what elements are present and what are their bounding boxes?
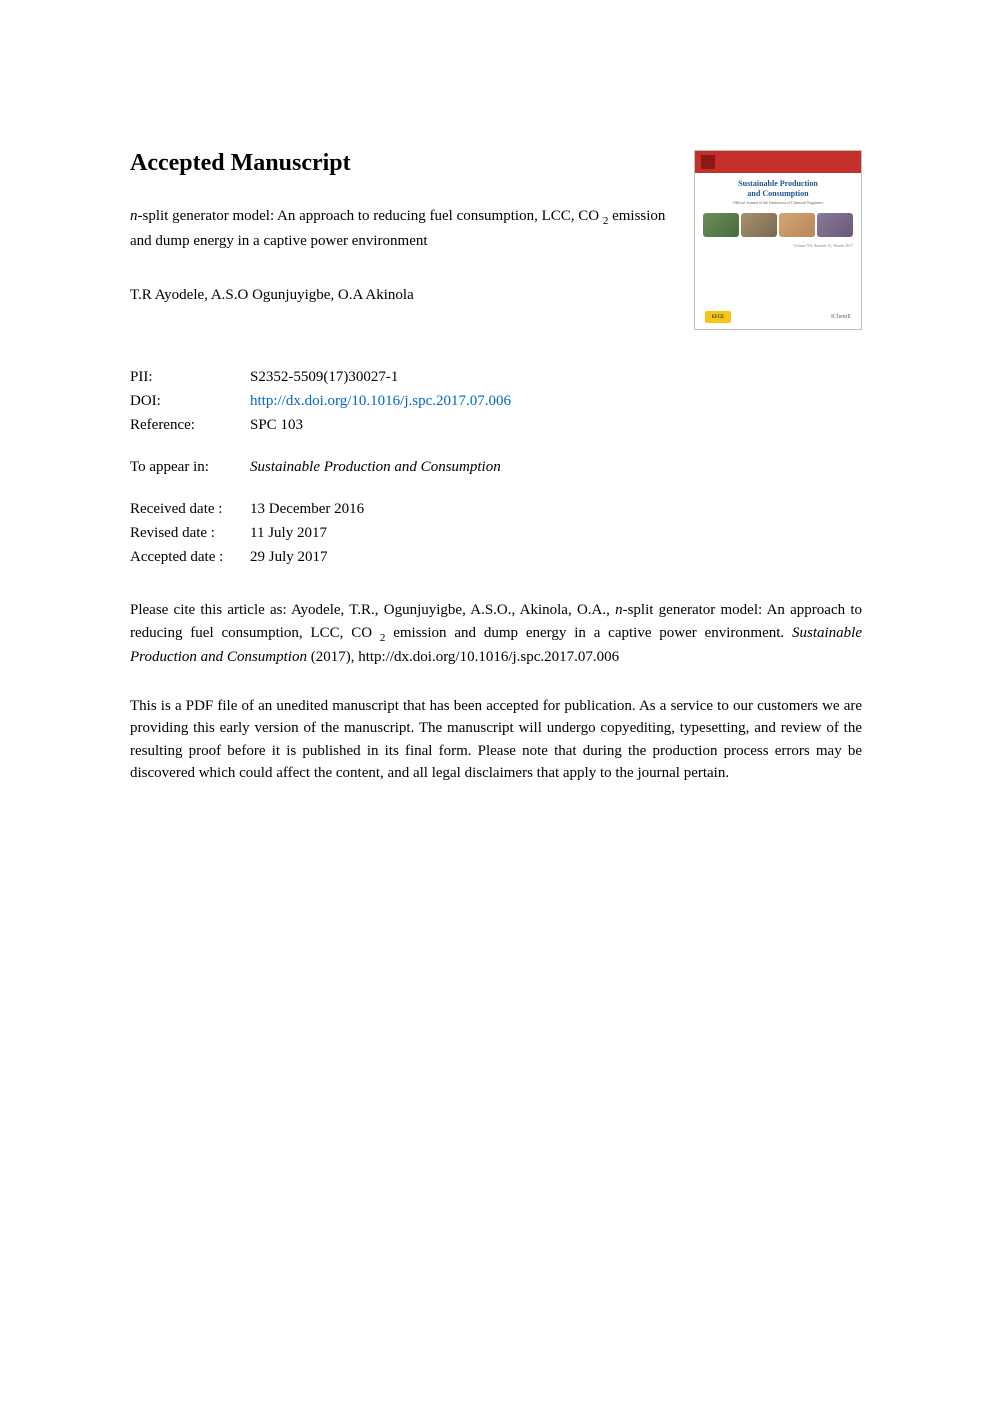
metadata-block-2: To appear in: Sustainable Production and… — [130, 455, 862, 479]
cite-year: (2017), http://dx.doi.org/10.1016/j.spc.… — [307, 649, 619, 665]
meta-row-doi: DOI: http://dx.doi.org/10.1016/j.spc.201… — [130, 389, 862, 413]
meta-row-pii: PII: S2352-5509(17)30027-1 — [130, 365, 862, 389]
cover-title-line1: Sustainable Production — [705, 179, 851, 189]
cover-title-line2: and Consumption — [705, 189, 851, 199]
accepted-value: 29 July 2017 — [250, 545, 862, 569]
reference-label: Reference: — [130, 413, 250, 437]
received-label: Received date : — [130, 497, 250, 521]
appear-value: Sustainable Production and Consumption — [250, 455, 862, 479]
pii-value: S2352-5509(17)30027-1 — [250, 365, 862, 389]
pii-label: PII: — [130, 365, 250, 389]
cover-caption: Volume XX Number X | Month 2017 — [695, 243, 861, 248]
page-heading: Accepted Manuscript — [130, 150, 674, 177]
cover-footer: EFCE IChemE — [695, 311, 861, 323]
cite-pre: Please cite this article as: Ayodele, T.… — [130, 602, 615, 618]
manuscript-page: Accepted Manuscript n-split generator mo… — [0, 0, 992, 885]
article-title: n-split generator model: An approach to … — [130, 205, 674, 252]
cover-title-band: Sustainable Production and Consumption O… — [695, 173, 861, 207]
journal-cover-thumbnail: Sustainable Production and Consumption O… — [694, 150, 862, 330]
meta-row-accepted: Accepted date : 29 July 2017 — [130, 545, 862, 569]
disclaimer-text: This is a PDF file of an unedited manusc… — [130, 695, 862, 785]
appear-label: To appear in: — [130, 455, 250, 479]
received-value: 13 December 2016 — [250, 497, 862, 521]
metadata-block-1: PII: S2352-5509(17)30027-1 DOI: http://d… — [130, 365, 862, 437]
title-rest: -split generator model: An approach to r… — [138, 208, 603, 224]
title-block: Accepted Manuscript n-split generator mo… — [130, 150, 694, 314]
cite-mid2: emission and dump energy in a captive po… — [385, 625, 792, 641]
cover-image-1 — [703, 213, 739, 237]
icheme-logo: IChemE — [831, 314, 851, 320]
cover-top-bar — [695, 151, 861, 173]
revised-label: Revised date : — [130, 521, 250, 545]
metadata-block-3: Received date : 13 December 2016 Revised… — [130, 497, 862, 569]
cover-image-strip — [695, 207, 861, 243]
accepted-label: Accepted date : — [130, 545, 250, 569]
meta-row-appear: To appear in: Sustainable Production and… — [130, 455, 862, 479]
cite-italic-n: n — [615, 602, 623, 618]
doi-label: DOI: — [130, 389, 250, 413]
meta-row-revised: Revised date : 11 July 2017 — [130, 521, 862, 545]
title-italic-n: n — [130, 208, 138, 224]
meta-row-reference: Reference: SPC 103 — [130, 413, 862, 437]
citation-block: Please cite this article as: Ayodele, T.… — [130, 599, 862, 669]
meta-row-received: Received date : 13 December 2016 — [130, 497, 862, 521]
doi-link[interactable]: http://dx.doi.org/10.1016/j.spc.2017.07.… — [250, 389, 862, 413]
authors-line: T.R Ayodele, A.S.O Ogunjuyigbe, O.A Akin… — [130, 287, 674, 304]
reference-value: SPC 103 — [250, 413, 862, 437]
publisher-mark-icon — [701, 155, 715, 169]
revised-value: 11 July 2017 — [250, 521, 862, 545]
cover-image-2 — [741, 213, 777, 237]
efce-badge: EFCE — [705, 311, 731, 323]
cover-image-4 — [817, 213, 853, 237]
cover-image-3 — [779, 213, 815, 237]
header-row: Accepted Manuscript n-split generator mo… — [130, 150, 862, 330]
cover-subtitle: Official Journal of the Institution of C… — [705, 200, 851, 205]
